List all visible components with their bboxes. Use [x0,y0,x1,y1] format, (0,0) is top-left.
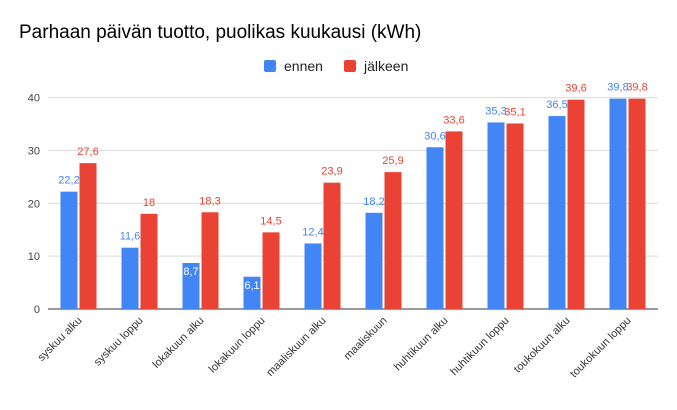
data-label: 35,3 [485,105,506,117]
data-label: 11,6 [120,231,141,243]
x-tick-label: huhtikuun alku [392,315,451,374]
bar-ennen [60,191,78,309]
bar-jalkeen [628,98,646,309]
bar-jalkeen [140,213,158,309]
legend: ennen jälkeen [0,58,677,78]
legend-swatch-ennen [264,60,276,72]
data-label: 23,9 [321,166,342,178]
data-label: 12,4 [302,226,323,238]
x-tick-label: toukokuun alku [512,315,573,376]
bar-jalkeen [201,212,219,309]
data-label: 18,3 [199,195,220,207]
legend-label-jalkeen: jälkeen [364,58,409,74]
y-tick-label: 40 [28,93,40,105]
data-label: 33,6 [443,114,464,126]
data-label: 18 [143,197,155,209]
bar-jalkeen [323,182,341,309]
bar-jalkeen [384,172,402,309]
data-label: 30,6 [424,130,445,142]
x-tick-label: lokakuun alku [151,315,207,371]
data-label: 25,9 [382,155,403,167]
bar-ennen [487,122,505,310]
data-label: 39,8 [607,82,628,94]
data-label: 27,6 [77,146,98,158]
y-tick-label: 20 [28,198,40,210]
bar-jalkeen [79,163,97,309]
y-tick-label: 30 [28,145,40,157]
bar-ennen [182,263,200,309]
data-label: 18,2 [363,196,384,208]
bar-ennen [121,247,139,309]
bar-ennen [426,147,444,309]
data-label: 39,6 [565,83,586,95]
bar-ennen [304,243,322,309]
y-tick-label: 0 [34,304,40,316]
bar-jalkeen [506,123,524,309]
x-tick-label: huhtikuun loppu [448,315,511,378]
bar-jalkeen [445,131,463,309]
bar-ennen [609,98,627,309]
data-label: 36,5 [546,99,567,111]
x-tick-label: syskuu loppu [92,315,146,369]
x-tick-label: maaliskuun [342,315,390,363]
data-label: 8,7 [183,266,198,278]
data-label: 6,1 [244,280,259,292]
x-tick-label: syskuu alku [35,315,84,364]
bar-jalkeen [262,232,280,309]
data-label: 35,1 [504,106,525,118]
legend-item-ennen: ennen [264,58,323,74]
chart-title: Parhaan päivän tuotto, puolikas kuukausi… [19,22,422,43]
legend-item-jalkeen: jälkeen [344,58,408,74]
x-tick-label: toukokuun loppu [568,315,634,381]
legend-label-ennen: ennen [284,58,323,74]
bar-ennen [365,212,383,309]
data-label: 14,5 [260,215,281,227]
data-label: 39,8 [626,82,647,94]
bar-jalkeen [567,99,585,309]
data-label: 22,2 [58,175,79,187]
x-tick-label: lokakuun loppu [207,315,268,376]
y-tick-label: 10 [28,251,40,263]
x-tick-label: maaliskuun alku [264,315,328,379]
bar-ennen [548,116,566,309]
legend-swatch-jalkeen [344,60,356,72]
bar-ennen [243,276,261,309]
